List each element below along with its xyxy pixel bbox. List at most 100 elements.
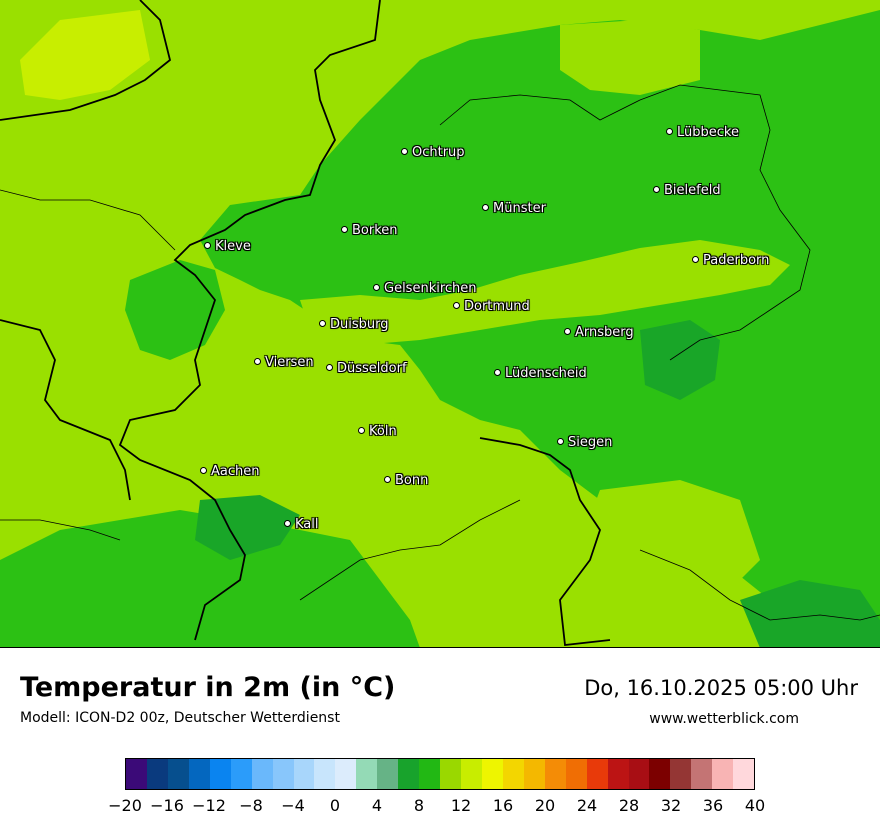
legend-swatch: [377, 759, 399, 789]
map-title: Temperatur in 2m (in °C): [20, 672, 396, 703]
legend-swatch: [314, 759, 336, 789]
city-label: Kall: [284, 517, 319, 532]
city-label: Münster: [482, 201, 546, 216]
city-dot: [653, 186, 660, 193]
city-name: Lübbecke: [677, 125, 739, 140]
legend-tick-label: −4: [281, 796, 305, 815]
legend-swatch: [126, 759, 147, 789]
city-dot: [482, 204, 489, 211]
city-dot: [557, 438, 564, 445]
field-yellow-green: [20, 10, 150, 100]
legend-swatch: [251, 759, 273, 789]
city-label: Dortmund: [453, 299, 530, 314]
city-dot: [204, 242, 211, 249]
city-dot: [692, 256, 699, 263]
legend-swatch: [691, 759, 713, 789]
field-light-s: [440, 525, 560, 630]
weather-map: Lübbecke Ochtrup Bielefeld Münster Borke…: [0, 0, 880, 648]
legend-tick-label: 28: [618, 796, 640, 815]
legend-swatch: [356, 759, 378, 789]
city-name: Dortmund: [464, 299, 530, 314]
city-name: Borken: [352, 223, 398, 238]
city-dot: [326, 364, 333, 371]
legend-swatch: [649, 759, 671, 789]
city-label: Paderborn: [692, 253, 769, 268]
city-label: Duisburg: [319, 317, 389, 332]
legend-swatch: [670, 759, 692, 789]
legend-tick-label: −8: [239, 796, 263, 815]
legend-swatch: [188, 759, 210, 789]
city-label: Siegen: [557, 435, 612, 450]
city-label: Lüdenscheid: [494, 366, 587, 381]
legend-swatch: [712, 759, 734, 789]
city-label: Arnsberg: [564, 325, 634, 340]
city-name: Siegen: [568, 435, 613, 450]
city-label: Aachen: [200, 464, 259, 479]
legend-tick-label: 4: [371, 796, 383, 815]
legend-swatch: [293, 759, 315, 789]
legend-tick-label: 40: [744, 796, 766, 815]
legend-swatch: [544, 759, 566, 789]
legend-tick-label: −20: [108, 796, 142, 815]
legend-swatch: [461, 759, 482, 789]
city-dot: [494, 369, 501, 376]
city-dot: [200, 467, 207, 474]
legend-swatch: [523, 759, 545, 789]
legend-ticks: −20 −16 −12 −8 −4 0 4 8 12 16 20 24 28 32 36 40: [0, 796, 880, 816]
legend-tick-label: 0: [329, 796, 341, 815]
city-dot: [319, 320, 326, 327]
city-dot: [254, 358, 261, 365]
city-name: Lüdenscheid: [505, 366, 587, 381]
legend-swatch: [607, 759, 629, 789]
city-name: Köln: [369, 424, 397, 439]
city-dot: [401, 148, 408, 155]
legend-swatch: [398, 759, 420, 789]
city-dot: [666, 128, 673, 135]
field-mid-green-west: [125, 260, 225, 360]
legend-tick-label: 24: [576, 796, 598, 815]
city-name: Kall: [295, 517, 319, 532]
city-label: Ochtrup: [401, 145, 465, 160]
city-label: Bonn: [384, 473, 428, 488]
field-light-ne: [560, 20, 700, 95]
city-label: Bielefeld: [653, 183, 721, 198]
legend-swatch: [502, 759, 524, 789]
legend-swatch: [586, 759, 608, 789]
city-name: Duisburg: [330, 317, 389, 332]
city-dot: [564, 328, 571, 335]
city-name: Viersen: [265, 355, 314, 370]
city-dot: [284, 520, 291, 527]
field-light-band: [300, 240, 790, 345]
legend-swatch: [565, 759, 587, 789]
temperature-field: [0, 0, 880, 647]
legend-tick-label: 20: [534, 796, 556, 815]
city-name: Paderborn: [703, 253, 770, 268]
city-label: Viersen: [254, 355, 314, 370]
city-name: Aachen: [211, 464, 260, 479]
legend-swatch: [230, 759, 252, 789]
city-name: Düsseldorf: [337, 361, 407, 376]
legend-swatch: [419, 759, 441, 789]
city-dot: [373, 284, 380, 291]
legend-tick-label: 32: [660, 796, 682, 815]
color-legend: [125, 758, 755, 790]
city-dot: [358, 427, 365, 434]
field-light-se: [585, 480, 760, 610]
city-name: Gelsenkirchen: [384, 281, 477, 296]
field-mid-green-north: [200, 10, 880, 647]
legend-swatch: [209, 759, 231, 789]
forecast-datetime: Do, 16.10.2025 05:00 Uhr: [584, 676, 858, 700]
city-label: Köln: [358, 424, 397, 439]
legend-tick-label: −12: [192, 796, 226, 815]
legend-swatch: [335, 759, 357, 789]
legend-swatch: [733, 759, 755, 789]
legend-swatch: [440, 759, 461, 789]
city-dot: [384, 476, 391, 483]
legend-swatch: [628, 759, 650, 789]
legend-tick-label: 12: [450, 796, 472, 815]
model-subtitle: Modell: ICON-D2 00z, Deutscher Wetterdie…: [20, 710, 340, 726]
city-name: Münster: [493, 201, 546, 216]
city-name: Ochtrup: [412, 145, 465, 160]
website-link[interactable]: www.wetterblick.com: [649, 711, 799, 727]
legend-swatch: [167, 759, 189, 789]
